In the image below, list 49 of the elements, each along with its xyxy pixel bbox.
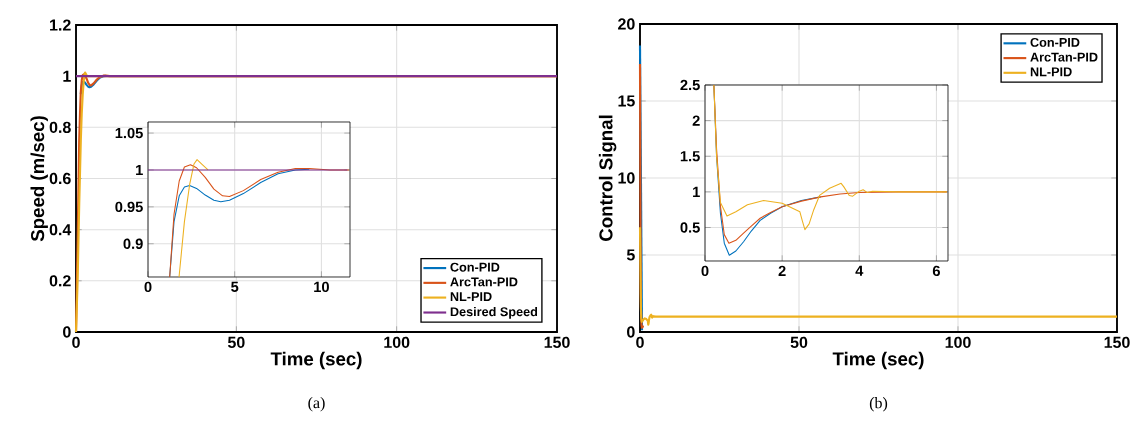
x-tick-label: 4 [855, 265, 864, 276]
x-tick-label: 0 [701, 265, 709, 277]
text: (a) [308, 396, 325, 412]
x-tick-label: 0 [636, 336, 644, 349]
legend-label: Desired Speed [450, 306, 538, 319]
y-tick-label: 10 [618, 172, 635, 184]
y-tick-label: 0.8 [49, 121, 71, 133]
x-tick-label: 0 [72, 336, 80, 349]
x-tick-label: 10 [314, 281, 329, 293]
legend-label: NL-PID [1030, 67, 1072, 77]
y-tick-label: 15 [618, 95, 635, 107]
y-tick-label: 0.95 [115, 201, 143, 213]
x-tick-label: 5 [231, 281, 239, 292]
legend-label: NL-PID [450, 292, 492, 301]
legend-label: ArcTan-PID [1030, 52, 1098, 62]
x-axis-title: Time (sec) [832, 351, 924, 370]
x-tick-label: 6 [932, 265, 940, 277]
y-tick-label: 0 [627, 326, 635, 338]
y-tick-label: 1 [693, 186, 700, 197]
legend-label: ArcTan-PID [450, 277, 518, 287]
y-tick-label: 1.5 [680, 151, 700, 162]
y-axis-title: Control Signal [598, 115, 617, 241]
y-tick-label: 1 [136, 164, 143, 176]
x-tick-label: 50 [227, 336, 245, 349]
y-tick-label: 2 [692, 115, 700, 126]
text: (b) [869, 397, 888, 412]
y-tick-label: 1.05 [115, 127, 143, 139]
x-tick-label: 0 [144, 281, 152, 293]
y-tick-label: 0.4 [49, 224, 72, 236]
x-tick-label: 50 [790, 336, 808, 349]
legend-label: Con-PID [1030, 37, 1080, 47]
y-tick-label: 0.2 [49, 275, 71, 287]
x-tick-label: 150 [544, 336, 570, 349]
y-tick-label: 1 [63, 70, 71, 82]
y-tick-label: 0.5 [680, 222, 700, 233]
x-tick-label: 2 [778, 265, 786, 276]
y-tick-label: 0 [63, 326, 71, 338]
x-tick-label: 100 [945, 336, 971, 349]
y-tick-label: 0.9 [123, 238, 143, 249]
y-tick-label: 20 [618, 18, 635, 30]
x-tick-label: 150 [1104, 336, 1130, 349]
legend-label: Con-PID [450, 262, 500, 272]
y-tick-label: 0.6 [49, 172, 71, 185]
x-axis-title: Time (sec) [270, 351, 362, 370]
y-tick-label: 2.5 [680, 79, 700, 91]
y-axis-title: Speed (m/sec) [30, 116, 48, 242]
y-tick-label: 5 [626, 249, 635, 261]
x-tick-label: 100 [384, 336, 410, 349]
y-tick-label: 1.2 [50, 19, 71, 31]
